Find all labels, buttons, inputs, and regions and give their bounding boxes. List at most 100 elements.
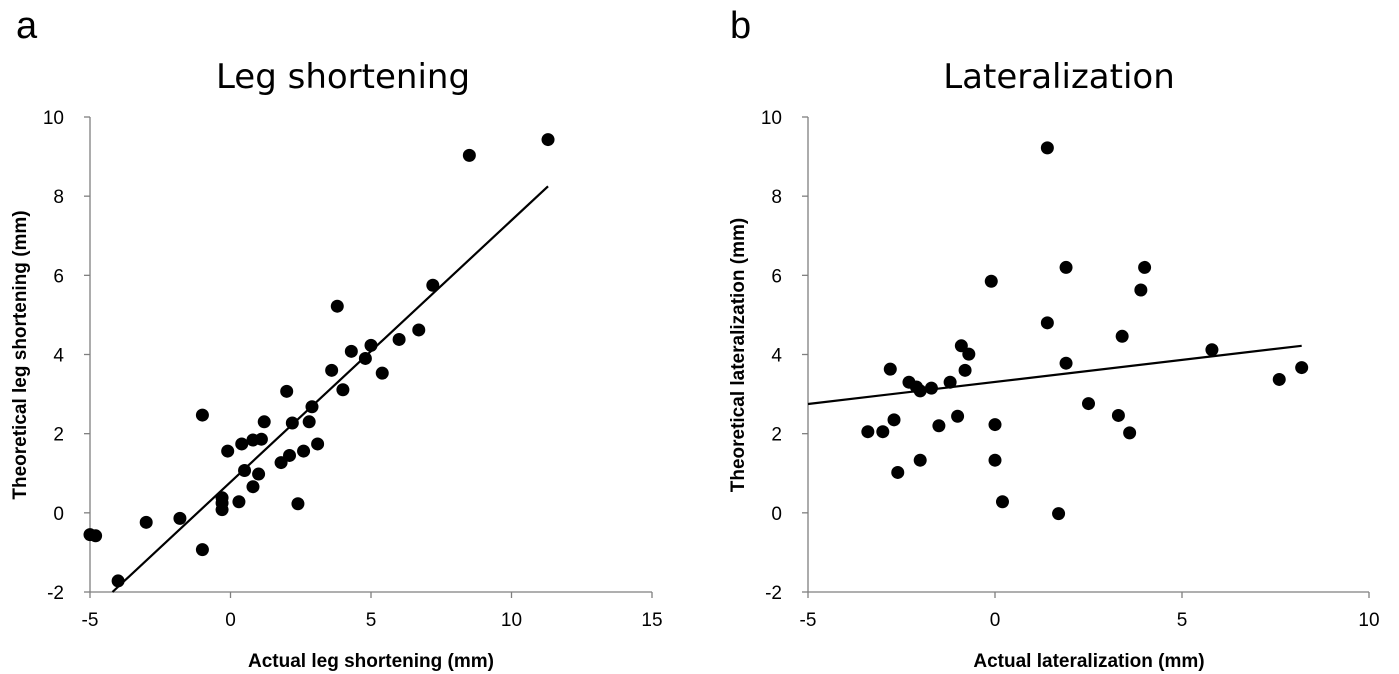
x-tick-label: 10 xyxy=(501,610,522,631)
data-point xyxy=(1111,408,1125,422)
y-tick-label: 6 xyxy=(53,266,64,287)
data-point xyxy=(336,383,350,397)
data-point xyxy=(195,543,209,557)
data-point xyxy=(305,400,319,414)
data-point xyxy=(89,529,103,543)
data-point xyxy=(302,415,316,429)
y-axis-label-a: Theoretical leg shortening (mm) xyxy=(10,210,31,499)
data-point xyxy=(325,363,339,377)
data-point xyxy=(962,347,976,361)
data-point xyxy=(932,419,946,433)
data-point xyxy=(924,381,938,395)
trendline xyxy=(111,185,549,593)
x-tick-label: 5 xyxy=(1177,610,1188,631)
data-point xyxy=(954,339,968,353)
data-point xyxy=(951,409,965,423)
data-point xyxy=(883,362,897,376)
data-point xyxy=(1059,260,1073,274)
data-point xyxy=(344,344,358,358)
data-point xyxy=(541,133,555,147)
data-point xyxy=(958,363,972,377)
data-point xyxy=(297,444,311,458)
x-tick-label: 15 xyxy=(641,610,662,631)
data-point xyxy=(861,425,875,439)
y-tick-label: 6 xyxy=(771,266,782,287)
data-point xyxy=(254,432,268,446)
data-point xyxy=(285,416,299,430)
data-point xyxy=(311,437,325,451)
plot-area-b: -2 0 2 4 6 8 10 -5 0 5 10 xyxy=(761,108,1380,631)
data-point xyxy=(1138,260,1152,274)
data-point xyxy=(238,463,252,477)
x-tick-label: -5 xyxy=(82,610,99,631)
data-point xyxy=(426,278,440,292)
trendline xyxy=(807,344,1302,406)
data-point xyxy=(221,444,235,458)
data-point xyxy=(412,323,426,337)
data-point xyxy=(1052,507,1066,521)
data-point xyxy=(1134,283,1148,297)
y-tick-label: 4 xyxy=(771,346,782,367)
data-point xyxy=(462,148,476,162)
data-point xyxy=(246,480,260,494)
chart-title-b: Lateralization xyxy=(943,57,1175,97)
x-axis-label-a: Actual leg shortening (mm) xyxy=(248,651,494,672)
data-point xyxy=(358,351,372,365)
data-point xyxy=(215,503,229,517)
y-tick-label: 8 xyxy=(53,187,64,208)
chart-panel-b: b Lateralization -2 0 2 4 6 8 10 -5 0 5 10 Actual … xyxy=(728,5,1380,672)
data-point xyxy=(913,453,927,467)
data-point xyxy=(913,384,927,398)
x-axis-label-b: Actual lateralization (mm) xyxy=(973,651,1204,672)
data-point xyxy=(364,338,378,352)
data-point xyxy=(257,415,271,429)
panel-letter-a: a xyxy=(16,5,38,47)
data-point xyxy=(876,425,890,439)
x-tick-label: -5 xyxy=(800,610,817,631)
data-point xyxy=(173,511,187,525)
plot-area-a: -2 0 2 4 6 8 10 -5 0 5 10 15 xyxy=(43,108,663,631)
data-point xyxy=(280,384,294,398)
data-point xyxy=(330,299,344,313)
y-tick-label: 8 xyxy=(771,187,782,208)
data-point xyxy=(995,495,1009,509)
x-tick-label: 10 xyxy=(1358,610,1379,631)
y-tick-label: 0 xyxy=(771,504,782,525)
data-point xyxy=(1040,141,1054,155)
y-tick-label: 2 xyxy=(53,425,64,446)
panel-letter-b: b xyxy=(730,5,751,47)
data-point xyxy=(1272,372,1286,386)
x-tick-label: 5 xyxy=(366,610,377,631)
data-point xyxy=(235,437,249,451)
data-point xyxy=(887,413,901,427)
data-point xyxy=(139,515,153,529)
data-point xyxy=(1205,343,1219,357)
data-point xyxy=(1059,356,1073,370)
y-axis-label-b: Theoretical lateralization (mm) xyxy=(728,218,749,493)
data-point xyxy=(1115,329,1129,343)
y-tick-label: -2 xyxy=(765,583,782,604)
data-point xyxy=(1040,316,1054,330)
y-tick-label: 10 xyxy=(761,108,782,129)
data-point xyxy=(988,453,1002,467)
data-point xyxy=(195,408,209,422)
chart-title-a: Leg shortening xyxy=(216,57,470,97)
y-tick-label: 0 xyxy=(53,504,64,525)
y-tick-label: 4 xyxy=(53,346,64,367)
y-tick-label: 2 xyxy=(771,425,782,446)
data-point xyxy=(988,418,1002,432)
x-tick-label: 0 xyxy=(225,610,236,631)
data-point xyxy=(1082,397,1095,411)
chart-panel-a: a Leg shortening -2 0 2 4 6 8 10 -5 0 5 10 15 Actua… xyxy=(10,5,663,672)
data-point xyxy=(891,465,905,479)
data-point xyxy=(1295,361,1309,375)
y-tick-label: -2 xyxy=(47,583,64,604)
data-point xyxy=(392,332,406,346)
data-point xyxy=(232,495,246,509)
y-tick-label: 10 xyxy=(43,108,64,129)
data-point xyxy=(1123,426,1137,440)
x-tick-label: 0 xyxy=(990,610,1001,631)
data-point xyxy=(111,574,125,588)
data-point xyxy=(984,274,998,288)
